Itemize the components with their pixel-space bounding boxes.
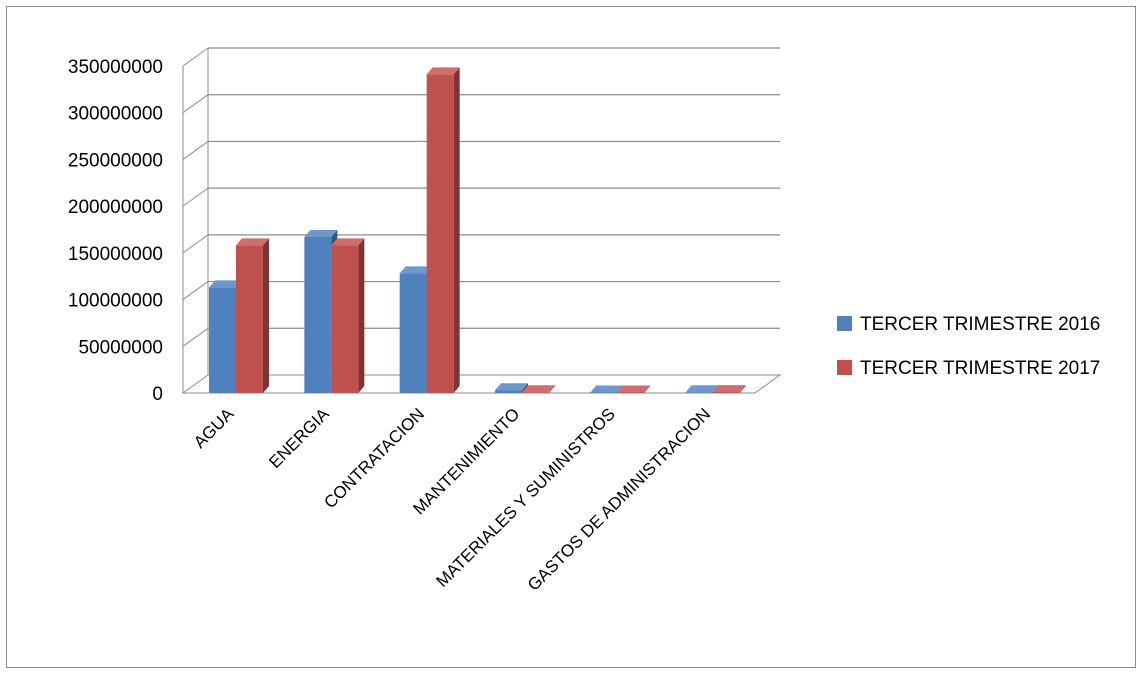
gridline-diag bbox=[182, 141, 209, 160]
bar-top bbox=[522, 385, 555, 393]
bar-top bbox=[590, 385, 624, 393]
x-category-label: GASTOS DE ADMINISTRACION bbox=[524, 404, 714, 594]
bar-top bbox=[236, 238, 269, 246]
y-tick-label: 0 bbox=[152, 384, 163, 405]
bar-front bbox=[304, 236, 332, 393]
bar-top bbox=[712, 385, 746, 393]
bar-front bbox=[617, 392, 645, 393]
chart-frame bbox=[6, 6, 1136, 668]
gridline-diag bbox=[182, 187, 209, 207]
bar-top bbox=[617, 385, 651, 393]
bar-side bbox=[739, 385, 746, 393]
bar-side bbox=[358, 238, 365, 393]
y-tick-label: 100000000 bbox=[68, 291, 163, 312]
bar-top bbox=[495, 383, 528, 391]
gridline-diag bbox=[182, 94, 209, 114]
bar-side bbox=[263, 238, 269, 393]
legend-label: TERCER TRIMESTRE 2017 bbox=[860, 358, 1100, 379]
legend-swatch bbox=[837, 316, 852, 331]
bar-front bbox=[399, 273, 427, 393]
x-category-label: MANTENIMIENTO bbox=[409, 404, 523, 518]
legend: TERCER TRIMESTRE 2016 TERCER TRIMESTRE 20… bbox=[837, 314, 1100, 379]
bar bbox=[236, 238, 269, 393]
bar-top bbox=[685, 385, 719, 393]
bar bbox=[522, 385, 555, 393]
x-category-label: CONTRATACION bbox=[320, 404, 428, 512]
gridlines bbox=[181, 47, 782, 394]
y-tick-label: 250000000 bbox=[68, 150, 163, 171]
bar-side bbox=[453, 67, 460, 393]
bar bbox=[426, 67, 460, 393]
gridline-diag bbox=[182, 234, 209, 254]
bar-top bbox=[304, 229, 338, 237]
y-tick-label: 350000000 bbox=[68, 57, 163, 78]
y-tick-label: 50000000 bbox=[78, 337, 163, 358]
legend-swatch bbox=[837, 360, 852, 375]
bar-side bbox=[644, 385, 651, 393]
floor bbox=[181, 374, 782, 394]
bar-top bbox=[399, 266, 433, 274]
bar-front bbox=[712, 392, 740, 393]
y-tick-label: 300000000 bbox=[68, 104, 163, 125]
x-category-label: AGUA bbox=[190, 404, 238, 452]
bar bbox=[331, 238, 365, 393]
bar bbox=[712, 385, 746, 393]
bar-front bbox=[209, 287, 236, 393]
bar-front bbox=[522, 392, 549, 393]
bar-side bbox=[549, 385, 555, 393]
bar-top bbox=[426, 67, 460, 75]
y-axis-tick-labels: 0 50000000 100000000 150000000 200000000 2500… bbox=[68, 57, 163, 405]
y-tick-label: 200000000 bbox=[68, 197, 163, 218]
bar-front bbox=[685, 392, 713, 393]
y-tick-label: 150000000 bbox=[68, 244, 163, 265]
bar-front bbox=[495, 390, 522, 393]
x-category-label: ENERGIA bbox=[265, 404, 333, 472]
x-axis-category-labels: AGUA ENERGIACONTRATACIONMANTENIMIENTOMATE… bbox=[190, 404, 714, 595]
gridline-diag bbox=[182, 327, 209, 347]
bars bbox=[209, 67, 746, 393]
legend-label: TERCER TRIMESTRE 2016 bbox=[860, 314, 1100, 335]
bar-top bbox=[331, 238, 365, 246]
bar-front bbox=[426, 74, 454, 393]
x-category-label: MATERIALES Y SUMINISTROS bbox=[432, 404, 618, 590]
gridline-diag bbox=[182, 281, 209, 300]
bar-top bbox=[209, 280, 242, 288]
gridline-diag bbox=[182, 47, 209, 67]
bar bbox=[617, 385, 651, 393]
bar-front bbox=[236, 245, 263, 393]
bar-front bbox=[331, 245, 359, 393]
